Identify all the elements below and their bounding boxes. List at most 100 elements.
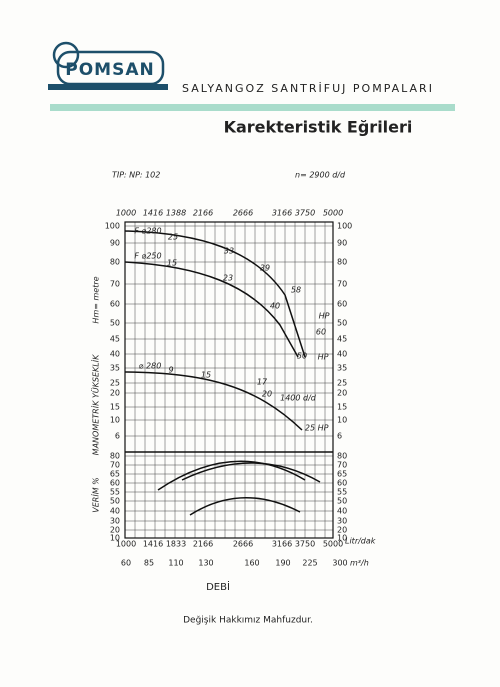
bottom-axis-label: 3750 xyxy=(295,540,315,549)
bottom-axis-label: 1416 xyxy=(143,540,163,549)
left-axis-label: 90 xyxy=(110,239,120,248)
right-axis-label: 35 xyxy=(337,364,347,373)
left-axis-label: 45 xyxy=(110,335,120,344)
curve-label: 33 xyxy=(224,247,234,256)
top-axis-label: 5000 xyxy=(323,209,343,218)
pump-type: TIP: NP: 102 xyxy=(112,171,160,180)
curve-label: HP xyxy=(318,353,329,362)
right-axis-label: 90 xyxy=(337,239,347,248)
left-axis-label: 35 xyxy=(110,364,120,373)
efficiency-left-label: 60 xyxy=(110,479,120,488)
top-axis-label: 2166 xyxy=(193,209,213,218)
efficiency-left-label: 20 xyxy=(110,526,120,535)
efficiency-right-label: 40 xyxy=(337,507,347,516)
header-bar xyxy=(50,104,455,111)
left-axis-label: 70 xyxy=(110,280,120,289)
chart-grid xyxy=(125,222,333,539)
curve-label: 58 xyxy=(291,286,301,295)
right-axis-label: 6 xyxy=(337,432,342,441)
top-axis-label: 1000 xyxy=(116,209,136,218)
efficiency-left-label: 30 xyxy=(110,517,120,526)
logo: POMSAN xyxy=(48,41,168,90)
flow-axis-label: 190 xyxy=(275,559,290,568)
speed: n= 2900 d/d xyxy=(295,171,346,180)
left-axis-label: 60 xyxy=(110,300,120,309)
efficiency-left-label: 40 xyxy=(110,507,120,516)
bottom-unit: Litr/dak xyxy=(345,537,376,546)
bottom-axis-label: 2666 xyxy=(233,540,253,549)
efficiency-left-label: 55 xyxy=(110,488,120,497)
right-axis-label: 50 xyxy=(337,319,347,328)
left-axis-label: 50 xyxy=(110,319,120,328)
curve-label: HP xyxy=(319,312,330,321)
right-axis-label: 80 xyxy=(337,258,347,267)
bottom-axis-label: 2166 xyxy=(193,540,213,549)
bottom-axis-label: 5000 xyxy=(323,540,343,549)
efficiency-right-label: 50 xyxy=(337,497,347,506)
left-axis-label: 80 xyxy=(110,258,120,267)
bottom-axis-label: 1833 xyxy=(166,540,186,549)
efficiency-left-label: 70 xyxy=(110,461,120,470)
logo-base xyxy=(48,84,168,90)
left-axis-label: 6 xyxy=(115,432,120,441)
right-axis-label: 25 xyxy=(337,379,347,388)
efficiency-curve xyxy=(181,462,321,483)
right-axis-label: 100 xyxy=(337,222,352,231)
logo-text: POMSAN xyxy=(65,60,154,80)
efficiency-right-label: 55 xyxy=(337,488,347,497)
bottom-axis-label: 3166 xyxy=(272,540,292,549)
right-axis-label: 70 xyxy=(337,280,347,289)
curve-label: 25 xyxy=(168,233,178,242)
curve-label: 15 xyxy=(201,371,211,380)
top-axis-label: 1388 xyxy=(166,209,186,218)
curve-label: 15 xyxy=(167,259,177,268)
efficiency-right-label: 65 xyxy=(337,470,347,479)
curve-label: 1400 d/d xyxy=(280,394,317,403)
top-axis-label: 3166 xyxy=(272,209,292,218)
left-axis-label: 20 xyxy=(110,389,120,398)
left-axis-label: 10 xyxy=(110,416,120,425)
efficiency-right-label: 30 xyxy=(337,517,347,526)
curve-label: 9 xyxy=(168,366,173,375)
efficiency-right-label: 10 xyxy=(337,534,347,543)
right-axis-label: 40 xyxy=(337,350,347,359)
efficiency-curve xyxy=(189,497,301,516)
flow-axis-label: 110 xyxy=(168,559,183,568)
curve-label: HP xyxy=(318,424,329,433)
flow-axis-label: 85 xyxy=(144,559,154,568)
left-axis-label: 15 xyxy=(110,403,120,412)
efficiency-title: VERİM % xyxy=(91,477,101,513)
right-axis-label: 60 xyxy=(337,300,347,309)
head-curve xyxy=(124,230,306,358)
efficiency-right-label: 60 xyxy=(337,479,347,488)
subtitle: Karekteristik Eğrileri xyxy=(224,118,413,137)
flow-axis-label: 300 xyxy=(332,559,347,568)
efficiency-left-label: 80 xyxy=(110,452,120,461)
curve-label: 20 xyxy=(262,390,272,399)
y-title: MANOMETRİK YÜKSEKLİK xyxy=(91,354,101,455)
footer: Değişik Hakkımız Mahfuzdur. xyxy=(183,616,313,626)
curve-label: F ⌀280 xyxy=(134,227,161,236)
efficiency-right-label: 70 xyxy=(337,461,347,470)
curve-label: 23 xyxy=(223,274,233,283)
efficiency-left-label: 65 xyxy=(110,470,120,479)
right-axis-label: 15 xyxy=(337,403,347,412)
flow-axis-label: 130 xyxy=(198,559,213,568)
top-axis-label: 1416 xyxy=(143,209,163,218)
right-axis-label: 10 xyxy=(337,416,347,425)
curve-label: 50 xyxy=(297,352,307,361)
chart-frame xyxy=(124,221,334,539)
x-title: DEBİ xyxy=(206,580,230,593)
curve-label: F ⌀250 xyxy=(134,252,161,261)
curve-label: 60 xyxy=(316,328,326,337)
top-axis-label: 3750 xyxy=(295,209,315,218)
efficiency-left-label: 10 xyxy=(110,534,120,543)
curve-label: 25 xyxy=(305,424,315,433)
curve-label: 40 xyxy=(270,302,280,311)
top-axis-label: 2666 xyxy=(233,209,253,218)
title: SALYANGOZ SANTRİFUJ POMPALARI xyxy=(182,82,434,95)
right-axis-label: 45 xyxy=(337,335,347,344)
